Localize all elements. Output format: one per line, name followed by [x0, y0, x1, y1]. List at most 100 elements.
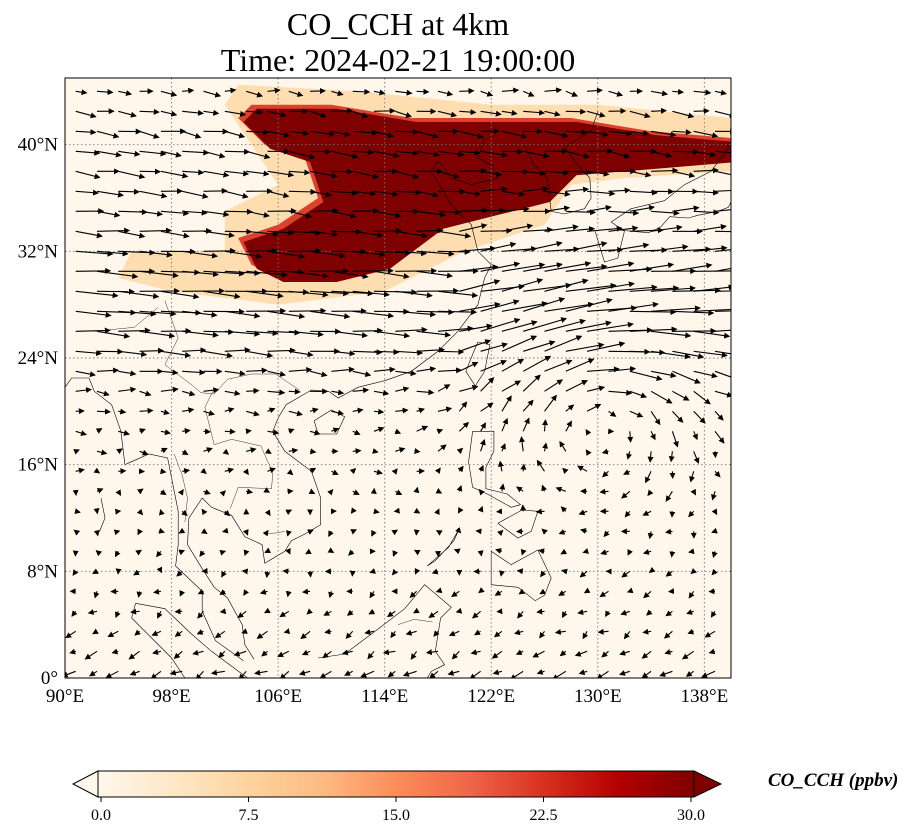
wind-vector-23	[565, 90, 579, 97]
wind-vector-146	[544, 169, 570, 176]
wind-vector-403	[75, 350, 103, 357]
wind-vector-173	[459, 190, 481, 197]
wind-vector-278	[714, 249, 731, 252]
wind-vector-82	[501, 130, 528, 139]
border-5	[397, 619, 433, 625]
wind-vector-888	[491, 650, 503, 659]
wind-vector-871	[128, 650, 140, 660]
wind-vector-434	[75, 370, 96, 378]
wind-vector-723	[285, 548, 291, 555]
wind-vector-279	[75, 267, 112, 274]
wind-vector-388	[416, 330, 451, 338]
wind-vector-76	[373, 130, 394, 138]
wind-vector-175	[501, 190, 526, 197]
wind-vector-402	[714, 329, 731, 332]
wind-vector-838	[92, 628, 99, 635]
wind-vector-843	[196, 629, 204, 635]
wind-vector-1	[96, 89, 114, 96]
wind-vector-650	[711, 491, 717, 501]
wind-vector-29	[693, 89, 712, 96]
wind-vector-839	[107, 630, 119, 637]
wind-vector-745	[92, 568, 99, 574]
wind-vector-57	[629, 110, 651, 119]
wind-vector-356	[395, 310, 437, 318]
wind-vector-590	[93, 467, 101, 474]
wind-vector-340	[714, 290, 731, 292]
wind-vector-901	[105, 670, 119, 678]
wind-vector-507	[309, 407, 319, 414]
wind-vector-755	[307, 571, 314, 578]
coastline-0	[187, 137, 499, 660]
wind-vector-164	[267, 190, 290, 199]
wind-vector-309	[714, 267, 731, 272]
wind-vector-235	[459, 223, 488, 232]
wind-vector-105	[331, 150, 359, 160]
wind-vector-604	[391, 468, 398, 475]
wind-vector-544	[436, 428, 444, 435]
wind-vector-176	[523, 186, 549, 193]
wind-vector-517	[522, 399, 534, 412]
wind-vector-783	[243, 589, 250, 596]
wind-vector-227	[288, 229, 322, 236]
wind-vector-180	[608, 187, 631, 194]
wind-vector-93	[75, 149, 101, 156]
coastline-8	[318, 584, 452, 678]
wind-vector-910	[298, 669, 311, 676]
wind-vector-152	[672, 170, 696, 179]
wind-vector-477	[331, 389, 345, 396]
wind-vector-889	[515, 649, 524, 655]
wind-vector-905	[195, 670, 204, 678]
wind-vector-857	[493, 630, 503, 638]
wind-vector-221	[160, 230, 190, 239]
wind-vector-10	[288, 90, 304, 97]
wind-vector-351	[288, 307, 327, 314]
wind-vector-751	[221, 570, 227, 578]
wind-vector-4	[160, 90, 178, 97]
wind-vector-743	[711, 551, 718, 559]
wind-vector-669	[457, 506, 464, 514]
wind-vector-462	[672, 370, 701, 384]
wind-vector-206	[501, 206, 530, 213]
wind-vector-914	[387, 670, 396, 678]
wind-vector-606	[434, 467, 441, 475]
wind-vector-18	[459, 87, 475, 94]
wind-vector-731	[453, 548, 461, 555]
wind-vector-198	[331, 210, 357, 219]
wind-vector-448	[373, 366, 396, 373]
wind-vector-441	[224, 370, 246, 377]
wind-vector-623	[136, 488, 144, 495]
wind-vector-491	[629, 390, 648, 399]
wind-vector-657	[201, 508, 208, 516]
wind-vector-39	[246, 108, 264, 115]
wind-vector-36	[182, 109, 204, 116]
wind-vector-192	[203, 210, 230, 218]
wind-vector-63	[96, 130, 120, 139]
wind-vector-301	[544, 261, 592, 272]
wind-vector-787	[328, 591, 335, 599]
wind-vector-598	[267, 467, 276, 474]
colorbar-title: CO_CCH (ppbv)	[768, 770, 899, 791]
wind-vector-399	[651, 330, 692, 339]
wind-vector-387	[395, 326, 428, 333]
wind-vector-465	[75, 387, 92, 394]
wind-vector-143	[480, 170, 503, 178]
wind-vector-709	[647, 531, 654, 540]
wind-vector-111	[459, 149, 481, 156]
wind-vector-432	[693, 350, 728, 358]
wind-vector-538	[309, 429, 321, 436]
wind-vector-747	[133, 569, 140, 576]
wind-vector-808	[115, 611, 121, 619]
wind-vector-793	[451, 590, 460, 597]
wind-vector-34	[139, 108, 160, 115]
wind-vector-811	[174, 608, 183, 615]
wind-vector-468	[139, 390, 152, 397]
wind-vector-677	[624, 510, 631, 518]
wind-vector-555	[671, 431, 679, 448]
wind-vector-153	[693, 167, 719, 174]
wind-vector-184	[693, 189, 719, 196]
wind-vector-185	[714, 189, 731, 192]
wind-vector-126	[118, 170, 146, 180]
wind-vector-786	[302, 588, 311, 595]
border-0	[204, 391, 274, 509]
wind-vector-712	[711, 527, 718, 534]
